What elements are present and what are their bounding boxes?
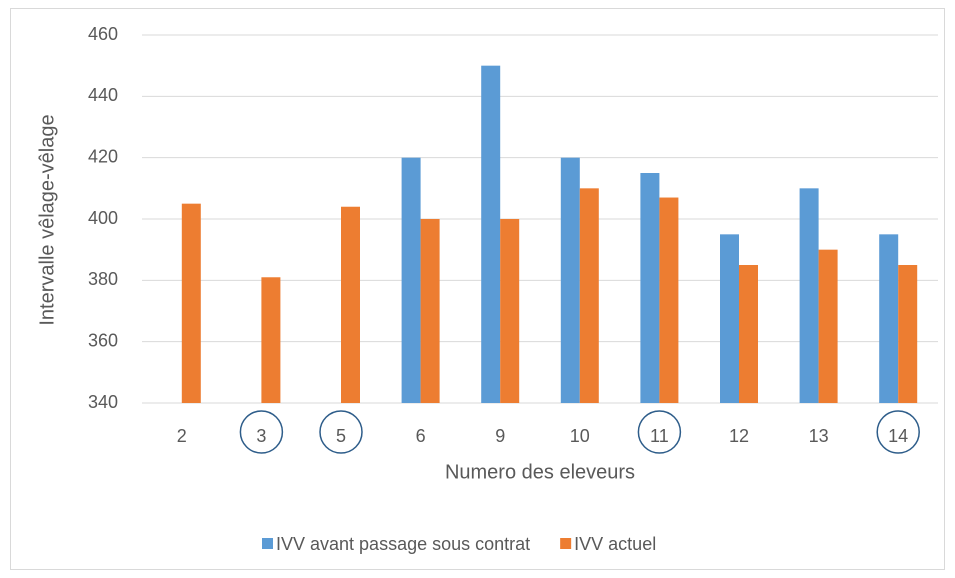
bar <box>720 234 739 403</box>
x-tick-label: 12 <box>729 426 749 446</box>
y-axis-title: Intervalle vêlage-vêlage <box>36 114 58 325</box>
y-tick-label: 360 <box>88 330 118 350</box>
x-tick-label: 5 <box>336 426 346 446</box>
legend-label: IVV actuel <box>574 534 656 554</box>
bar <box>818 249 838 403</box>
highlight-circle <box>637 410 682 454</box>
bar <box>879 234 899 403</box>
bar <box>481 65 501 404</box>
bar <box>579 188 599 403</box>
y-tick-label: 420 <box>88 146 118 166</box>
bar <box>659 197 679 403</box>
bar <box>500 219 520 403</box>
x-tick-label: 14 <box>888 426 908 446</box>
x-tick-label: 11 <box>650 426 669 446</box>
x-axis-title: Numero des eleveurs <box>445 461 635 483</box>
bar <box>799 188 819 403</box>
x-tick-label: 10 <box>570 426 590 446</box>
bar <box>401 157 421 403</box>
y-tick-label: 460 <box>88 24 118 44</box>
x-tick-label: 3 <box>256 426 266 446</box>
bar <box>420 219 440 403</box>
legend-swatch <box>262 538 273 549</box>
x-tick-label: 6 <box>416 426 426 446</box>
x-tick-label: 2 <box>177 426 187 446</box>
highlight-circle <box>239 410 284 454</box>
x-tick-label: 9 <box>495 426 505 446</box>
bar <box>739 265 758 403</box>
chart-border <box>10 8 945 570</box>
y-tick-label: 380 <box>88 269 118 289</box>
legend-label: IVV avant passage sous contrat <box>276 534 530 554</box>
highlight-circle <box>876 410 920 454</box>
x-tick-label: 13 <box>809 426 829 446</box>
y-tick-label: 400 <box>88 208 118 228</box>
y-tick-label: 340 <box>88 392 118 412</box>
y-tick-label: 440 <box>88 85 118 105</box>
bar <box>341 206 360 403</box>
highlight-circle <box>319 410 363 454</box>
bar <box>261 277 281 403</box>
legend-swatch <box>560 538 572 549</box>
bar <box>898 265 918 403</box>
bar <box>181 203 201 403</box>
bar <box>560 157 580 403</box>
bar <box>640 173 660 403</box>
